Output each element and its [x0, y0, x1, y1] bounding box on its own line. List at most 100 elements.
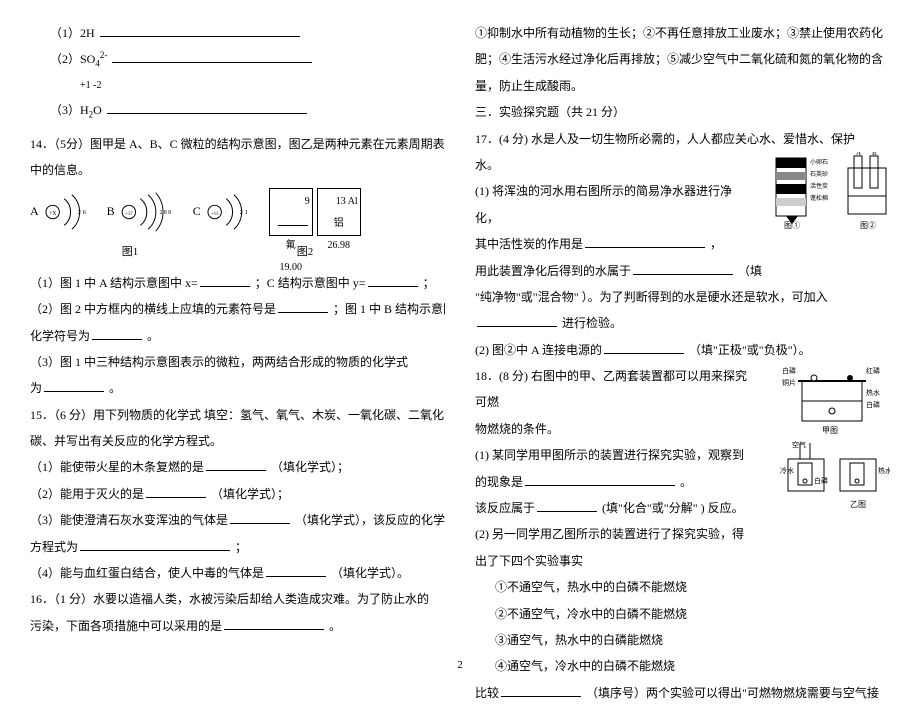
q15-3a: （3）能使澄清石灰水变浑浊的气体是 — [30, 513, 228, 527]
q15-2b: （填化学式）； — [211, 487, 289, 501]
svg-text:热水: 热水 — [866, 388, 880, 397]
q17-1e-line: 用此装置净化后得到的水属于 （填 — [475, 258, 890, 284]
atom-b: B +17 2 8 8 — [107, 189, 183, 235]
fig18-svg: 白磷 红磷 铜片 热水 白磷 甲图 空气 冷水 白磷 热水 乙图 — [780, 363, 890, 513]
q17-1e: 用此装置净化后得到的水属于 — [475, 264, 631, 278]
blank — [230, 511, 290, 524]
q13-1: （1）2H — [30, 20, 445, 46]
fig2-cap: 图2 — [230, 240, 380, 264]
q18-c1: 比较 — [475, 686, 499, 700]
fig17-svg: 小卵石 石英砂 活性炭 蓬松棉 A B 图① 图② — [770, 152, 890, 230]
q13-2a: （2）SO — [50, 52, 95, 66]
svg-text:冷水: 冷水 — [780, 466, 794, 475]
q18-head3: 物燃烧的条件。 — [475, 416, 774, 442]
q17-2-line: (2) 图②中 A 连接电源的 （填"正极"或"负极"）。 — [475, 337, 890, 363]
q14-2: （2）图 2 中方框内的横线上应填的元素符号是 ；图 1 中 B 结构示意图的 — [30, 296, 445, 322]
q14-1a: （1）图 1 中 A 结构示意图中 x= — [30, 276, 198, 290]
pt1-num: 9 — [305, 196, 310, 207]
q17-1a: (1) 将浑浊的河水用右图所示的简易净水器进行净 — [475, 178, 764, 204]
q16-2-line: 污染，下面各项措施中可以采用的是 。 — [30, 613, 445, 639]
q18-1d-line: 该反应属于 (填"化合"或"分解" ) 反应。 — [475, 495, 774, 521]
fig18: 白磷 红磷 铜片 热水 白磷 甲图 空气 冷水 白磷 热水 乙图 — [780, 363, 890, 513]
q13-2: （2）SO42- — [30, 46, 445, 74]
q13-2-sup: 2- — [100, 50, 108, 60]
pt2-name: 铝 — [334, 213, 344, 235]
q18-o1: ①不通空气，热水中的白磷不能燃烧 — [475, 574, 890, 600]
q14-3b: 为 — [30, 381, 42, 395]
blank — [266, 564, 326, 577]
blank — [537, 499, 597, 512]
svg-text:白磷: 白磷 — [782, 366, 796, 375]
q14-2c-line: 化学符号为 。 — [30, 323, 445, 349]
blank — [100, 24, 300, 37]
blank — [107, 101, 307, 114]
page-number: 2 — [0, 653, 920, 677]
blank — [200, 274, 250, 287]
q17-head: 17．(4 分) 水是人及一切生物所必需的，人人都应关心水、爱惜水、保护 — [475, 126, 890, 152]
q14-1c: ； — [423, 276, 435, 290]
q16-2: 污染，下面各项措施中可以采用的是 — [30, 619, 222, 633]
fig1-cap: 图1 — [30, 240, 230, 264]
opt2: 肥；④生活污水经过净化后再排放；⑤减少空气中二氧化硫和氮的氧化物的含 — [475, 46, 890, 72]
svg-text:白磷: 白磷 — [866, 400, 880, 409]
svg-text:+X: +X — [49, 210, 57, 216]
opt3: 量，防止生成酸雨。 — [475, 73, 890, 99]
q14-3b-line: 为 。 — [30, 375, 445, 401]
svg-text:乙图: 乙图 — [850, 500, 866, 509]
exam-page: （1）2H （2）SO42- +1 -2 （3）H2O 14．（5分）图甲是 A… — [0, 0, 920, 681]
atom-b-svg: +17 2 8 8 — [115, 189, 183, 235]
left-column: （1）2H （2）SO42- +1 -2 （3）H2O 14．（5分）图甲是 A… — [30, 20, 445, 671]
atom-a-svg: +X 2 6 — [39, 189, 97, 235]
blank — [585, 235, 705, 248]
q18-2a: (2) 另一同学用乙图所示的装置进行了探究实验，得 — [475, 521, 890, 547]
opt1: ①抑制水中所有动植物的生长；②不再任意排放工业废水；③禁止使用农药化 — [475, 20, 890, 46]
q18-o3: ③通空气，热水中的白磷能燃烧 — [475, 627, 890, 653]
atom-b-label: B — [107, 198, 115, 224]
q15-3c: 方程式为 — [30, 540, 78, 554]
svg-text:2 6: 2 6 — [77, 208, 86, 215]
q15-4: （4）能与血红蛋白结合，使人中毒的气体是 （填化学式）。 — [30, 560, 445, 586]
q14-head2: 中的信息。 — [30, 157, 445, 183]
svg-text:图①: 图① — [784, 221, 800, 230]
svg-text:热水: 热水 — [878, 466, 890, 475]
q18-1a: (1) 某同学用甲图所示的装置进行探究实验，观察到 — [475, 442, 774, 468]
svg-text:2 1: 2 1 — [239, 208, 247, 215]
q15-2a: （2）能用于灭火的是 — [30, 487, 144, 501]
q15-3d: ； — [235, 540, 247, 554]
q17-head2: 水。 — [475, 152, 764, 178]
svg-text:石英砂: 石英砂 — [810, 170, 828, 178]
q18-1b-line: 的现象是 。 — [475, 469, 774, 495]
q18-c-line: 比较 （填序号）两个实验可以得出"可燃物燃烧需要与空气接 — [475, 680, 890, 706]
blank — [501, 684, 581, 697]
q18-1b: 的现象是 — [475, 475, 523, 489]
svg-text:空气: 空气 — [792, 440, 806, 449]
pt-box-2: 13 Al 铝 26.98 — [317, 188, 361, 236]
svg-text:红磷: 红磷 — [866, 366, 880, 375]
q18-1e: (填"化合"或"分解" ) 反应。 — [602, 501, 744, 515]
q18-c2: （填序号）两个实验可以得出"可燃物燃烧需要与空气接 — [586, 686, 879, 700]
q15-3b: （填化学式），该反应的化学 — [295, 513, 445, 527]
blank — [112, 50, 312, 63]
q17-1g: "纯净物"或"混合物" ）。为了判断得到的水是硬水还是软水，可加入 — [475, 284, 890, 310]
q18-head: 18．(8 分) 右图中的甲、乙两套装置都可以用来探究 — [475, 363, 774, 389]
svg-text:甲图: 甲图 — [822, 426, 838, 435]
q17-2a: (2) 图②中 A 连接电源的 — [475, 343, 602, 357]
svg-text:铜片: 铜片 — [782, 378, 796, 387]
svg-text:蓬松棉: 蓬松棉 — [810, 194, 828, 202]
blank — [368, 274, 418, 287]
blank — [206, 458, 266, 471]
q13-3c: O — [93, 103, 102, 117]
blank — [146, 485, 206, 498]
blank — [604, 341, 684, 354]
periodic-boxes: 9 氟 19.00 13 Al 铝 26.98 — [269, 188, 361, 236]
pt2-sym: Al — [348, 196, 358, 207]
q17-1c: 其中活性炭的作用是 — [475, 237, 583, 251]
blank — [92, 327, 142, 340]
q14-3a: （3）图 1 中三种结构示意图表示的微粒，两两结合形成的物质的化学式 — [30, 349, 445, 375]
right-column: ①抑制水中所有动植物的生长；②不再任意排放工业废水；③禁止使用农药化 肥；④生活… — [475, 20, 890, 671]
atom-a-label: A — [30, 198, 39, 224]
q15-1a: （1）能使带火星的木条复燃的是 — [30, 460, 204, 474]
q16-3: 。 — [329, 619, 341, 633]
q14-2c: 化学符号为 — [30, 329, 90, 343]
svg-text:2 8 8: 2 8 8 — [159, 209, 171, 215]
